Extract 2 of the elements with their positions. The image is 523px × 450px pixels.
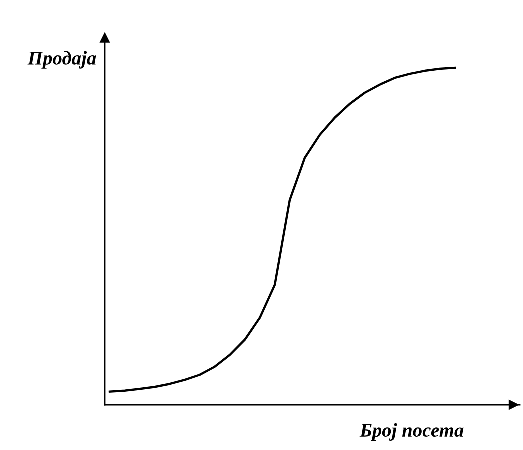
y-axis-title: Продаја <box>28 51 96 69</box>
x-axis-title: Број посета <box>360 423 464 441</box>
